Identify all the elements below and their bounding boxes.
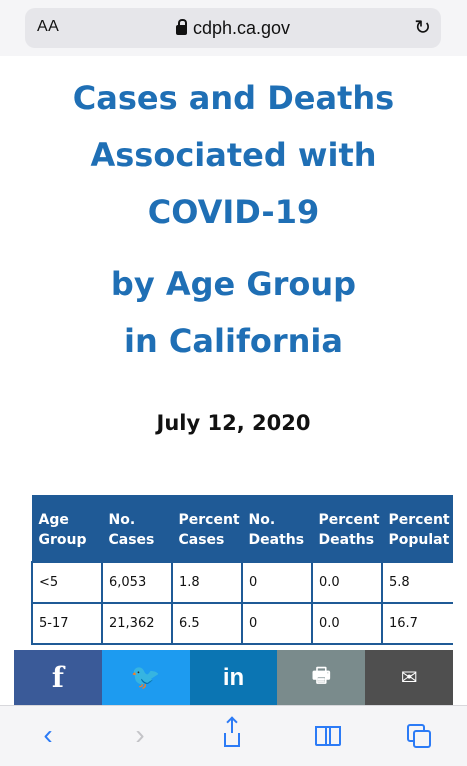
- title-line-3: COVID-19: [147, 193, 320, 231]
- text-size-button[interactable]: AA: [37, 18, 60, 35]
- header-no-deaths: No. Deaths: [241, 495, 313, 562]
- table-cell: 6,053: [101, 560, 173, 604]
- subtitle-line-2: in California: [124, 322, 343, 360]
- table-cell: 0.0: [311, 601, 383, 645]
- facebook-share-button[interactable]: f: [14, 650, 102, 705]
- header-age-group: Age Group: [31, 495, 103, 562]
- table-header-row: Age Group No. Cases Percent Cases No. Deaths…: [31, 495, 453, 562]
- header-percent-cases: Percent Cases: [171, 495, 243, 562]
- table-cell: <5: [31, 560, 103, 604]
- tabs-icon: [407, 724, 431, 748]
- share-bar: f 🐦 in 🖶 ✉: [14, 650, 453, 705]
- email-share-button[interactable]: ✉: [365, 650, 453, 705]
- forward-button[interactable]: ›: [120, 718, 160, 752]
- table-row: <5 6,053 1.8 0 0.0 5.8: [31, 560, 453, 604]
- url-text: cdph.ca.gov: [192, 18, 291, 38]
- table-cell: 0: [241, 601, 313, 645]
- data-table-container[interactable]: Age Group No. Cases Percent Cases No. Deaths…: [31, 495, 453, 650]
- linkedin-icon: in: [222, 663, 245, 691]
- bookmarks-button[interactable]: [308, 718, 348, 752]
- facebook-icon: f: [51, 661, 64, 694]
- browser-toolbar: ‹ ›: [0, 705, 467, 766]
- table-cell: 5.8: [381, 560, 453, 604]
- subtitle-line-1: by Age Group: [110, 265, 357, 303]
- table-cell: 0: [241, 560, 313, 604]
- reload-icon[interactable]: ↻: [414, 17, 431, 39]
- header-percent-population: Percent Populat: [381, 495, 453, 562]
- table-cell: 21,362: [101, 601, 173, 645]
- table-cell: 6.5: [171, 601, 243, 645]
- browser-address-area: AA cdph.ca.gov ↻: [0, 0, 467, 56]
- share-button[interactable]: [212, 718, 252, 752]
- twitter-icon: 🐦: [130, 664, 161, 691]
- page-title: Cases and Deaths Associated with COVID-1…: [14, 70, 453, 241]
- cases-deaths-table: Age Group No. Cases Percent Cases No. Deaths…: [31, 495, 453, 645]
- back-button[interactable]: ‹: [28, 718, 68, 752]
- title-line-2: Associated with: [90, 136, 377, 174]
- book-icon: [315, 726, 341, 746]
- header-no-cases: No. Cases: [101, 495, 173, 562]
- lock-icon: [175, 19, 187, 35]
- table-cell: 5-17: [31, 601, 103, 645]
- chevron-left-icon: ‹: [43, 719, 53, 750]
- print-icon: 🖶: [311, 664, 331, 687]
- report-date: July 12, 2020: [156, 411, 311, 435]
- table-cell: 1.8: [171, 560, 243, 604]
- linkedin-share-button[interactable]: in: [189, 650, 278, 705]
- share-icon: [224, 719, 240, 747]
- table-cell: 16.7: [381, 601, 453, 645]
- table-cell: 0.0: [311, 560, 383, 604]
- title-line-1: Cases and Deaths: [72, 79, 395, 117]
- tabs-button[interactable]: [398, 718, 438, 752]
- chevron-right-icon: ›: [135, 719, 145, 750]
- print-button[interactable]: 🖶: [277, 650, 366, 705]
- address-bar[interactable]: AA cdph.ca.gov ↻: [25, 8, 441, 48]
- url-display[interactable]: cdph.ca.gov: [25, 18, 441, 39]
- header-percent-deaths: Percent Deaths: [311, 495, 383, 562]
- email-icon: ✉: [400, 667, 418, 689]
- page-subtitle: by Age Group in California: [14, 256, 453, 370]
- twitter-share-button[interactable]: 🐦: [101, 650, 190, 705]
- table-row: 5-17 21,362 6.5 0 0.0 16.7: [31, 601, 453, 645]
